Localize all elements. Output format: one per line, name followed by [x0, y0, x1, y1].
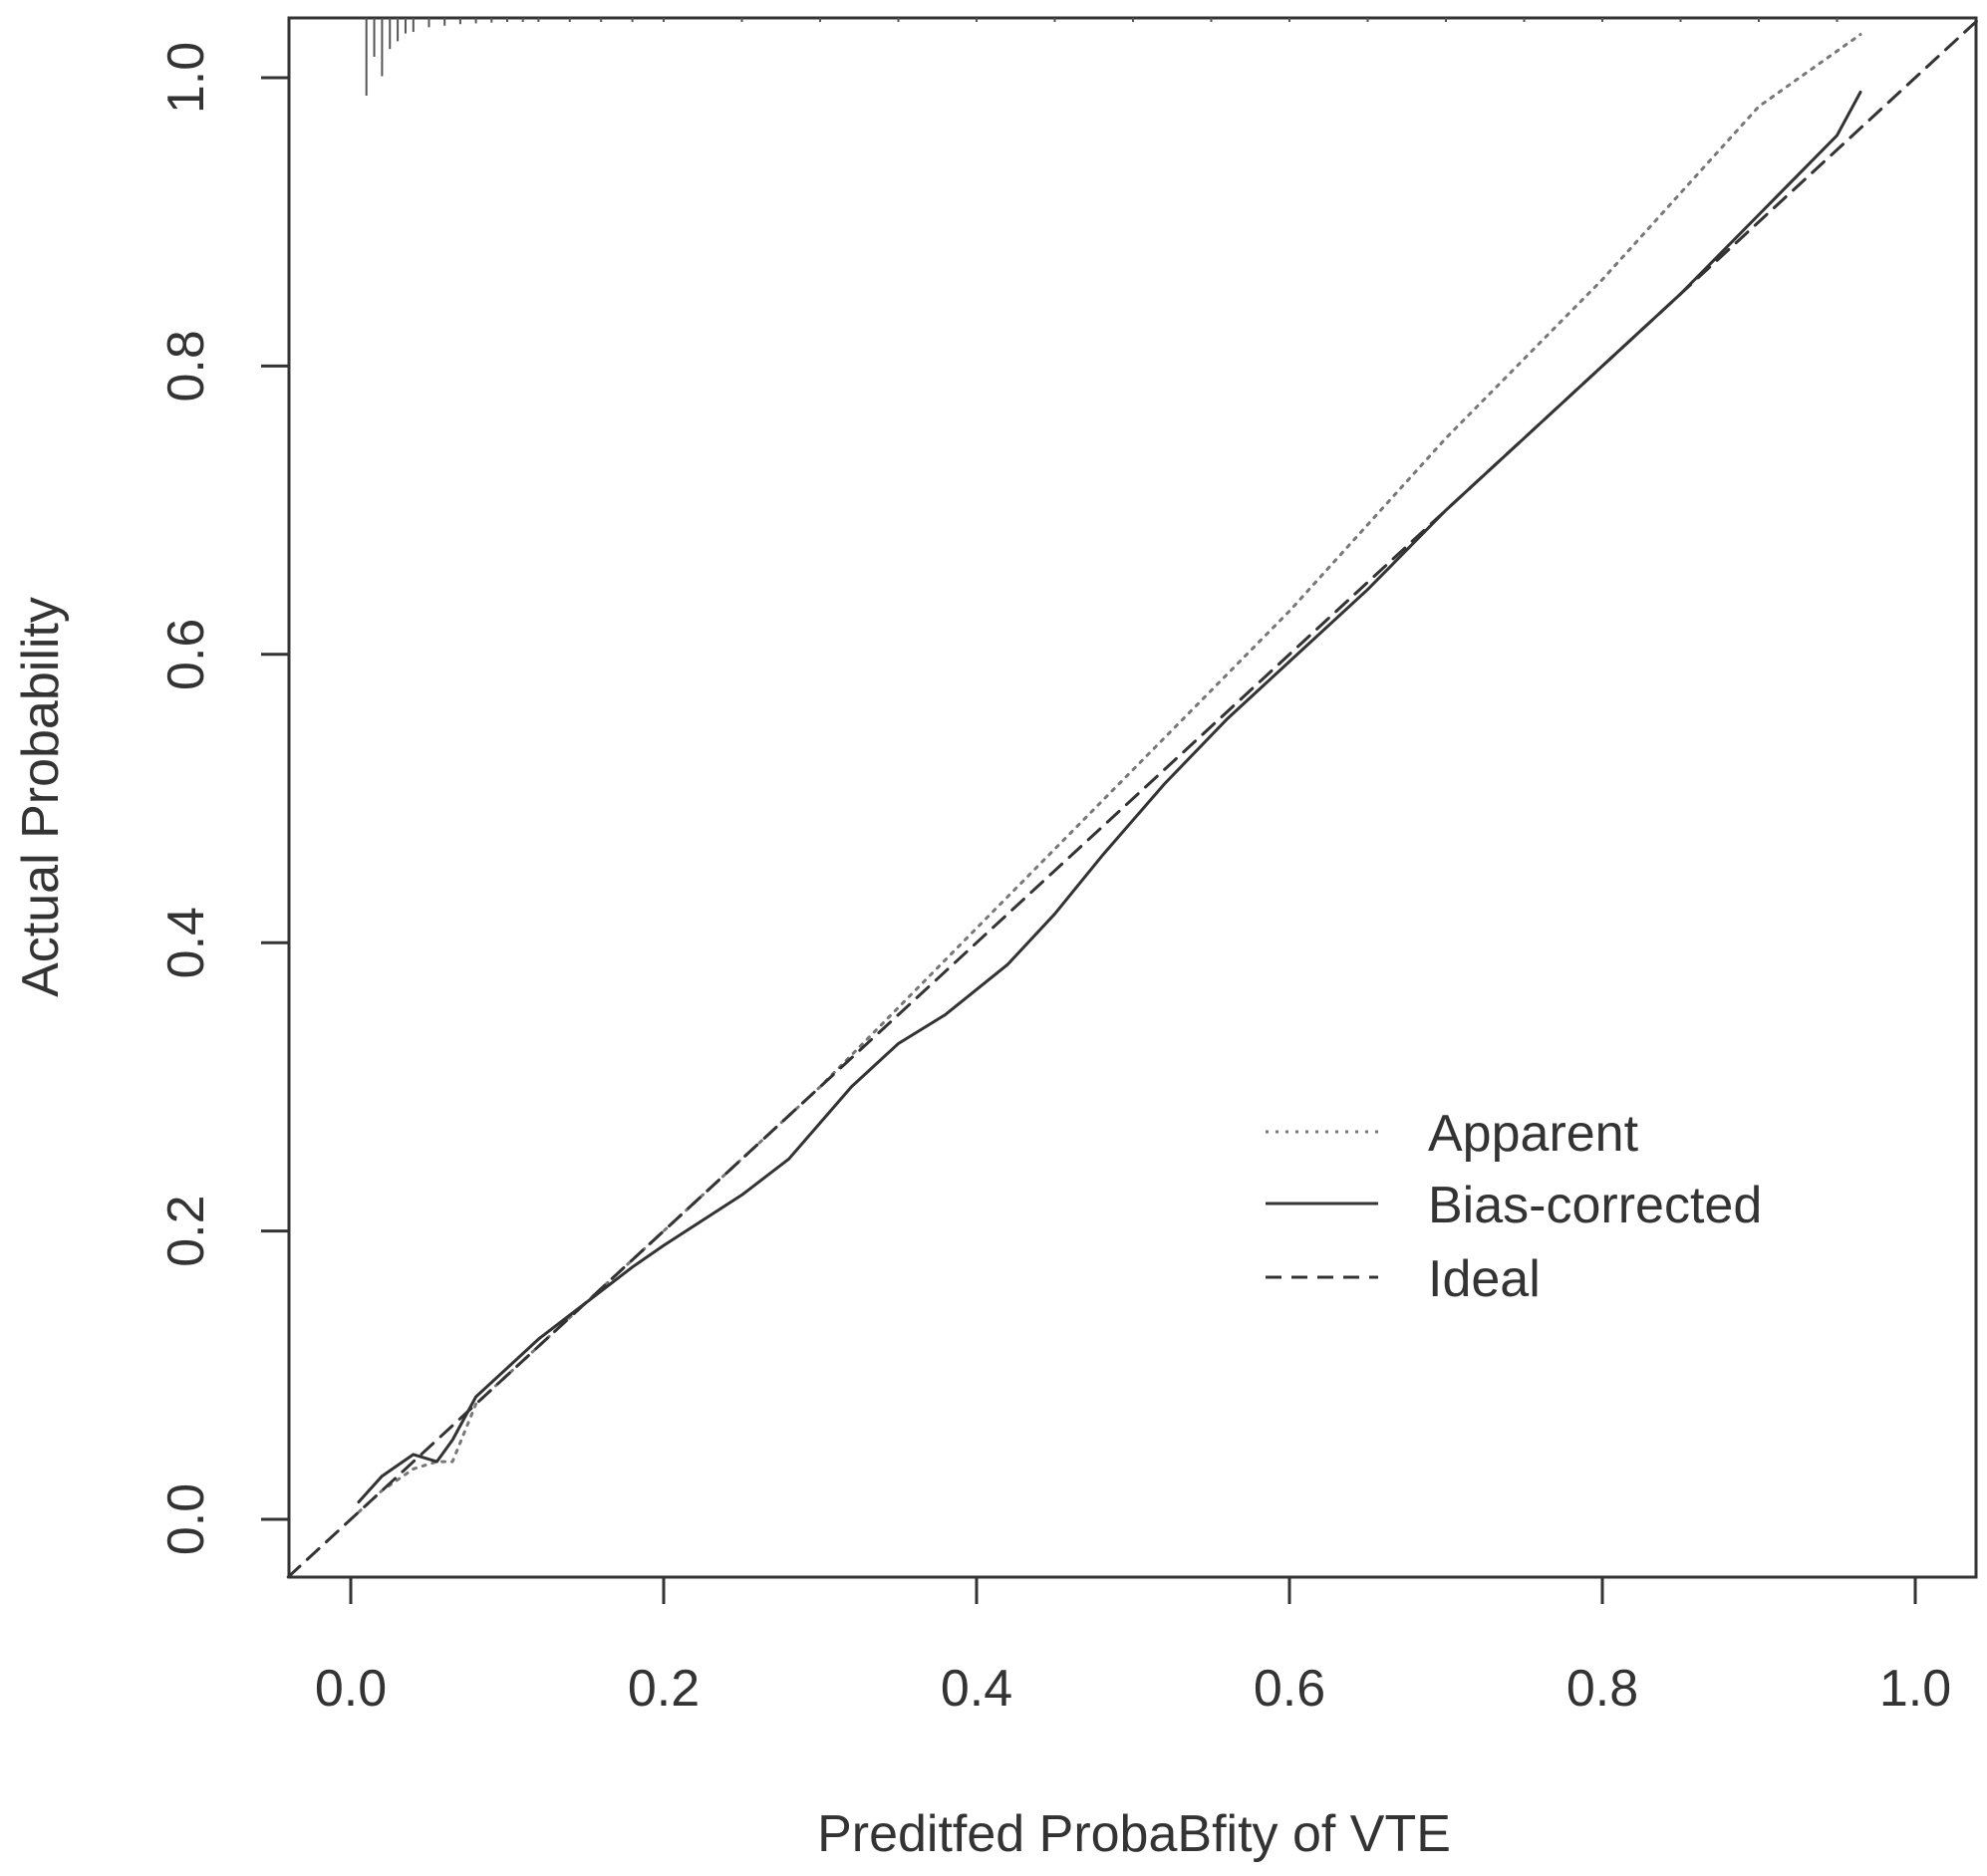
- x-tick-label: 0.8: [1566, 1660, 1638, 1718]
- x-tick-label: 1.0: [1879, 1660, 1951, 1718]
- series-ideal: [286, 18, 1980, 1579]
- legend-label-apparent: Apparent: [1428, 1105, 1639, 1163]
- x-axis-title: Preditfed ProbaBfity of VTE: [817, 1805, 1451, 1863]
- y-tick-label: 0.0: [157, 1483, 215, 1555]
- y-axis: 0.0 0.2 0.4 0.6 0.8 1.0: [157, 42, 291, 1555]
- series-layer: [286, 18, 1980, 1579]
- legend: Apparent Bias-corrected Ideal: [1266, 1105, 1762, 1308]
- series-bias-corrected: [357, 91, 1862, 1504]
- series-apparent: [357, 33, 1862, 1514]
- x-tick-label: 0.6: [1254, 1660, 1325, 1718]
- y-tick-label: 0.8: [157, 330, 215, 402]
- legend-label-bias-corrected: Bias-corrected: [1428, 1177, 1762, 1234]
- y-tick-label: 0.6: [157, 619, 215, 690]
- rug-marks: [365, 18, 1839, 96]
- y-tick-label: 0.4: [157, 907, 215, 978]
- x-tick-label: 0.4: [941, 1660, 1012, 1718]
- x-tick-label: 0.2: [628, 1660, 700, 1718]
- x-axis: 0.0 0.2 0.4 0.6 0.8 1.0: [315, 1575, 1951, 1718]
- y-axis-title: Actual Probability: [12, 597, 70, 997]
- x-tick-label: 0.0: [315, 1660, 387, 1718]
- legend-label-ideal: Ideal: [1428, 1250, 1541, 1308]
- y-tick-label: 0.2: [157, 1195, 215, 1266]
- y-tick-label: 1.0: [157, 42, 215, 114]
